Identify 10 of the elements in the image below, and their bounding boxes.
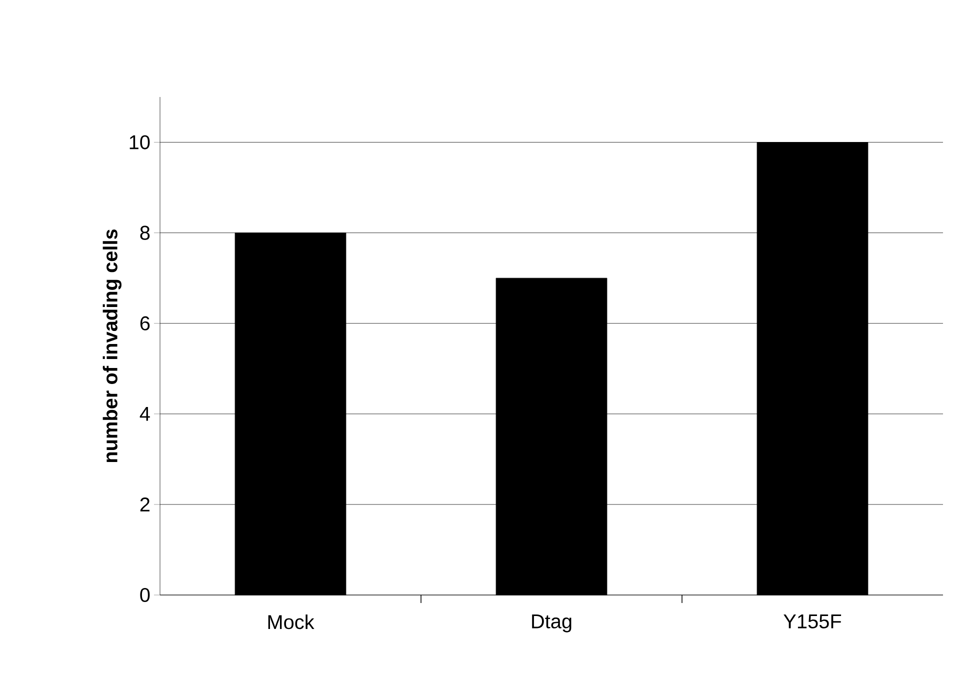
x-tick-label: Dtag — [532, 614, 572, 632]
y-tick-label: 2 — [140, 498, 150, 512]
y-tick-label: 4 — [140, 407, 150, 421]
x-tick-label: Mock — [268, 614, 314, 630]
y-tick-label: 8 — [140, 226, 150, 240]
y-axis-title: number of invading cells — [102, 229, 122, 462]
x-tick-label: Y155F — [784, 614, 842, 628]
y-tick-label: 10 — [130, 135, 150, 150]
y-tick-label: 6 — [140, 316, 150, 330]
y-tick-label: 0 — [140, 588, 150, 602]
